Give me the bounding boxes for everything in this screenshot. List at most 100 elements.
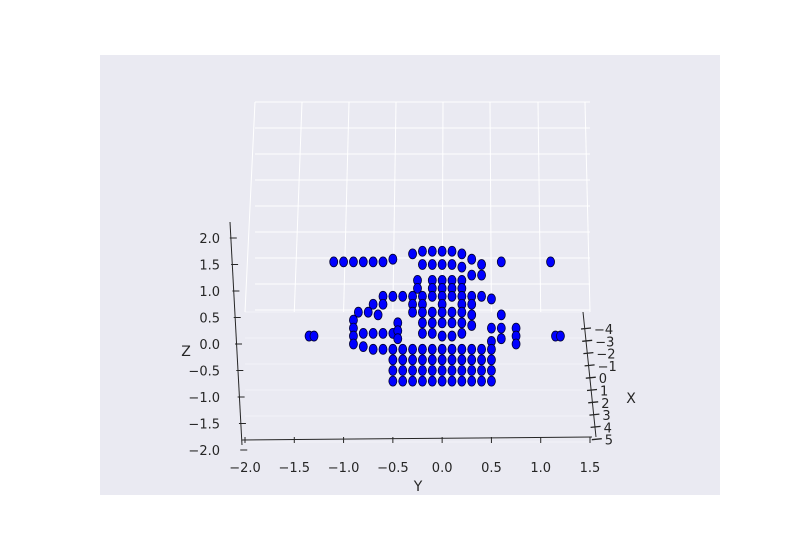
scatter-point (487, 322, 496, 334)
scatter-point (467, 309, 477, 321)
scatter-point (408, 375, 417, 387)
scatter-point (349, 338, 358, 350)
z-tick-label: −0.5 (188, 365, 220, 380)
x-tick-label: 1 (600, 385, 608, 400)
y-tick-label: 0.5 (481, 461, 502, 476)
scatter-point (358, 327, 368, 339)
scatter-point (378, 343, 388, 355)
scatter-point (496, 322, 506, 334)
scatter-point (437, 259, 447, 270)
scatter-point (408, 354, 417, 366)
scatter-point (467, 320, 477, 331)
scatter-point (427, 259, 437, 270)
y-tick-label: −1.5 (278, 461, 310, 476)
scatter-point (388, 253, 398, 265)
scatter-point (496, 256, 506, 268)
scatter-point (457, 306, 467, 318)
scatter-point (388, 343, 398, 355)
scatter-point (437, 365, 447, 376)
scatter-point (418, 365, 427, 376)
scatter-point (418, 354, 427, 366)
scatter-point (477, 269, 486, 281)
scatter-point (496, 309, 506, 321)
y-tick-label: 1.0 (530, 461, 551, 476)
scatter-point (368, 298, 378, 310)
scatter-point (477, 365, 486, 376)
scatter-point (418, 343, 427, 355)
scatter-point (427, 245, 437, 257)
scatter-point (398, 365, 408, 376)
scatter-point (378, 327, 388, 339)
scatter-point (378, 298, 388, 310)
scatter-point (408, 365, 417, 376)
scatter-point (437, 330, 447, 342)
scatter-point (457, 343, 467, 355)
scatter-point (418, 327, 427, 339)
x-tick-label: 4 (604, 421, 612, 436)
scatter-point (329, 256, 339, 268)
scatter-point (418, 306, 427, 318)
x-tick-label: −3 (595, 335, 614, 350)
scatter-point (447, 306, 457, 318)
scatter-point (363, 306, 373, 318)
scatter-point (408, 248, 417, 260)
scatter-point (427, 343, 437, 355)
scatter-point (393, 333, 403, 345)
x-tick-label: −2 (596, 348, 615, 363)
y-tick-label: −1.0 (328, 461, 360, 476)
scatter-point (457, 375, 467, 387)
scatter-point (427, 317, 437, 329)
scatter-point (368, 343, 378, 355)
scatter-point (427, 354, 437, 366)
scatter-point (418, 317, 427, 329)
scatter-point (447, 290, 457, 302)
scatter-point (437, 317, 447, 329)
y-tick-label: 0.0 (432, 461, 453, 476)
y-tick-label: −0.5 (377, 461, 409, 476)
scatter-point (457, 317, 467, 329)
scatter-point (437, 245, 447, 257)
scatter-point (447, 330, 457, 342)
scatter-point (487, 365, 496, 376)
y-tick-label: 1.5 (580, 461, 601, 476)
scatter-point (487, 375, 496, 387)
scatter-point (477, 375, 486, 387)
scatter-point (487, 354, 496, 366)
scatter-point (487, 293, 496, 305)
scatter-point (418, 245, 427, 257)
scatter-point (418, 259, 427, 270)
scatter-point (398, 343, 408, 355)
scatter-point (477, 290, 486, 302)
z-tick-label: −2.0 (188, 444, 220, 459)
scatter-point (398, 290, 408, 302)
scatter-point (546, 256, 555, 268)
scatter-point (477, 354, 486, 366)
scatter-point (447, 259, 457, 270)
y-tick-label: −2.0 (229, 461, 261, 476)
z-tick-label: −1.0 (188, 391, 220, 406)
scatter-point (378, 256, 388, 268)
scatter-point (427, 375, 437, 387)
scatter-point (437, 375, 447, 387)
scatter-point (358, 256, 368, 268)
scatter-point (349, 256, 358, 268)
scatter-points (304, 245, 565, 387)
scatter-point (358, 341, 368, 353)
z-axis-ticks: −2.0 −1.5 −1.0 −0.5 0.0 0.5 1.0 1.5 2.0 (188, 232, 248, 459)
y-axis-ticks: −2.0 −1.5 −1.0 −0.5 0.0 0.5 1.0 1.5 (229, 437, 600, 476)
scatter-point (457, 365, 467, 376)
z-tick-label: 0.5 (199, 312, 220, 327)
scatter-point (388, 375, 398, 387)
scatter-point (427, 306, 437, 318)
scatter-point (457, 327, 467, 339)
scatter-point (309, 330, 319, 342)
scatter-point (467, 253, 477, 265)
scatter-point (556, 330, 565, 342)
scatter-point (457, 248, 467, 260)
scatter-point (457, 261, 467, 273)
scatter-point (467, 354, 477, 366)
scatter-point (467, 375, 477, 387)
scatter-point (398, 375, 408, 387)
z-tick-label: −1.5 (188, 418, 220, 433)
x-tick-label: 2 (601, 397, 609, 412)
